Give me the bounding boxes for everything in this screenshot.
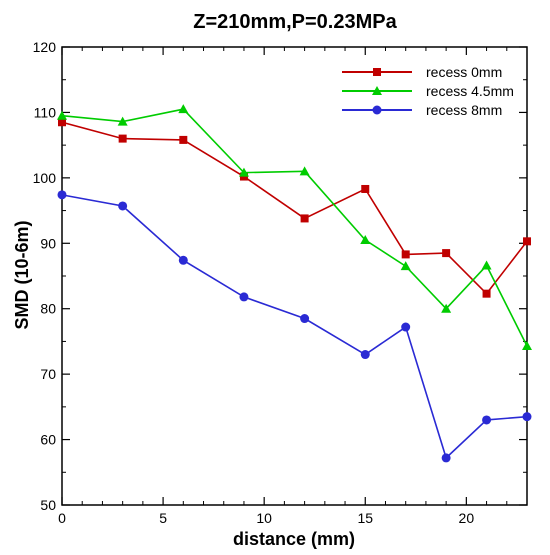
data-point — [300, 314, 310, 324]
data-point — [238, 167, 249, 177]
y-tick-label: 50 — [40, 497, 56, 513]
series-line — [61, 108, 528, 347]
x-axis-label: distance (mm) — [233, 529, 355, 549]
data-point — [482, 415, 492, 425]
legend-label: recess 8mm — [426, 102, 502, 118]
y-tick-label: 60 — [40, 432, 56, 448]
data-point — [118, 134, 127, 143]
legend-marker — [373, 68, 381, 76]
series-line — [61, 121, 528, 295]
y-axis-label: SMD (10-6m) — [12, 220, 32, 329]
series-0 — [58, 118, 531, 298]
legend-entry-1: recess 4.5mm — [342, 83, 514, 99]
legend-marker — [372, 105, 382, 115]
data-point — [58, 118, 66, 127]
legend-label: recess 4.5mm — [426, 83, 514, 99]
data-point — [178, 255, 188, 265]
data-point — [522, 341, 532, 351]
data-point — [441, 453, 451, 463]
data-point — [57, 190, 67, 200]
data-point — [239, 292, 249, 302]
data-point — [361, 184, 370, 193]
legend-entry-2: recess 8mm — [342, 102, 502, 118]
data-point — [179, 135, 188, 144]
series-line — [61, 194, 528, 460]
series-2 — [57, 190, 532, 463]
data-point — [360, 235, 371, 245]
data-point — [523, 237, 531, 246]
y-tick-label: 80 — [40, 301, 56, 317]
series-1 — [57, 104, 532, 351]
data-point — [481, 260, 492, 270]
data-point — [118, 201, 128, 211]
y-tick-label: 90 — [40, 235, 56, 251]
y-tick-label: 70 — [40, 366, 56, 382]
data-point — [117, 116, 128, 126]
data-point — [401, 250, 410, 259]
data-point — [441, 303, 452, 313]
data-point — [299, 166, 310, 176]
legend-label: recess 0mm — [426, 64, 502, 80]
x-tick-label: 15 — [357, 510, 373, 526]
x-tick-label: 20 — [459, 510, 475, 526]
data-point — [400, 261, 411, 271]
x-tick-label: 10 — [256, 510, 272, 526]
data-point — [522, 412, 532, 422]
legend-marker — [372, 86, 382, 95]
data-point — [300, 214, 309, 223]
y-tick-label: 120 — [33, 39, 57, 55]
y-tick-label: 100 — [33, 170, 57, 186]
data-point — [442, 249, 451, 258]
legend: recess 0mm recess 4.5mm recess 8mm — [342, 64, 514, 118]
data-point — [482, 289, 491, 298]
chart-title: Z=210mm,P=0.23MPa — [193, 11, 397, 33]
x-tick-label: 5 — [159, 510, 167, 526]
x-tick-label: 0 — [58, 510, 66, 526]
data-point — [57, 110, 67, 120]
y-tick-label: 110 — [34, 104, 57, 120]
data-point — [401, 322, 411, 332]
legend-entry-0: recess 0mm — [342, 64, 502, 80]
data-point — [360, 350, 370, 360]
data-point — [178, 104, 189, 114]
